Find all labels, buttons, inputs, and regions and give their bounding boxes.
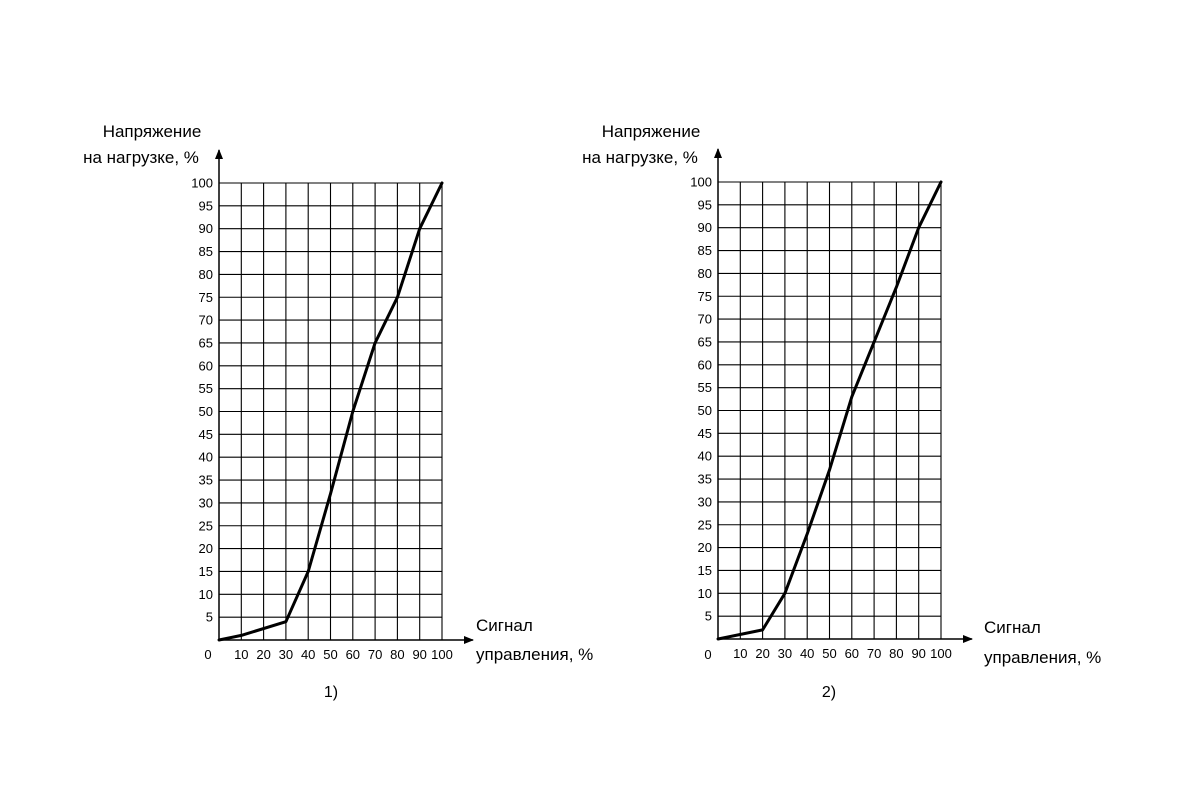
chart-2-y-tick-label: 45	[698, 426, 712, 441]
chart-2-y-tick-label: 100	[690, 175, 712, 190]
chart-1-grid	[219, 182, 443, 640]
chart-1-y-tick-label: 80	[199, 267, 213, 282]
chart-1-x-tick-label: 90	[412, 647, 426, 662]
chart-2-x-tick-label: 10	[733, 646, 747, 661]
chart-2-x-tick-label: 20	[755, 646, 769, 661]
chart-1-y-tick-label: 10	[199, 587, 213, 602]
chart-1-y-tick-label: 30	[199, 495, 213, 510]
chart-1-x-tick-label: 60	[346, 647, 360, 662]
chart-1-y-tick-label: 35	[199, 473, 213, 488]
chart-1-y-tick-label: 65	[199, 335, 213, 350]
chart-2-y-tick-label: 5	[705, 609, 712, 624]
chart-2-y-tick-label: 90	[698, 220, 712, 235]
chart-1: 10 20 30 40 50 60 70 80 90 100 5 10 15 20 25 30 35 40 45 50…	[83, 122, 593, 701]
chart-1-series-line	[217, 181, 444, 642]
chart-2-origin-label: 0	[704, 647, 711, 662]
chart-2-y-tick-label: 50	[698, 403, 712, 418]
chart-2-caption: 2)	[822, 684, 836, 701]
chart-1-y-tick-label: 70	[199, 313, 213, 328]
chart-2-ticks: 10 20 30 40 50 60 70 80 90 100 5 10 15 20 25 30 35 40 45 50…	[690, 175, 952, 662]
chart-2-y-tick-label: 95	[698, 197, 712, 212]
chart-1-y-tick-label: 75	[199, 290, 213, 305]
chart-2-axes	[714, 148, 973, 643]
chart-2-xlabel-line-1: Сигнал	[984, 618, 1041, 637]
chart-2-x-tick-label: 50	[822, 646, 836, 661]
chart-2-x-tick-label: 70	[867, 646, 881, 661]
chart-1-y-tick-label: 90	[199, 221, 213, 236]
chart-2-series	[716, 180, 943, 641]
chart-1-y-tick-label: 5	[206, 610, 213, 625]
chart-2-x-tick-label: 40	[800, 646, 814, 661]
chart-1-y-tick-label: 100	[191, 176, 213, 191]
chart-1-ylabel-line-2: на нагрузке, %	[83, 148, 199, 167]
chart-2-y-tick-label: 15	[698, 563, 712, 578]
chart-2-y-tick-label: 55	[698, 380, 712, 395]
chart-1-xlabel-line-2: управления, %	[476, 645, 593, 664]
chart-2-ylabel-line-2: на нагрузке, %	[582, 148, 698, 167]
chart-2-x-tick-label: 100	[930, 646, 952, 661]
chart-2-y-tick-label: 75	[698, 289, 712, 304]
chart-1-x-tick-label: 10	[234, 647, 248, 662]
chart-1-x-tick-label: 80	[390, 647, 404, 662]
chart-2-y-tick-label: 30	[698, 494, 712, 509]
chart-1-y-tick-label: 20	[199, 541, 213, 556]
chart-2-x-tick-label: 60	[845, 646, 859, 661]
chart-1-x-tick-label: 50	[323, 647, 337, 662]
chart-1-x-tick-label: 100	[431, 647, 453, 662]
chart-2-y-tick-label: 25	[698, 517, 712, 532]
chart-2-y-tick-label: 60	[698, 357, 712, 372]
chart-2-series-line	[716, 180, 943, 641]
chart-2-grid	[718, 181, 942, 639]
chart-2-y-tick-label: 65	[698, 334, 712, 349]
chart-2-y-tick-label: 85	[698, 243, 712, 258]
chart-1-y-tick-label: 95	[199, 198, 213, 213]
chart-2-x-tick-label: 30	[778, 646, 792, 661]
chart-1-origin-label: 0	[204, 647, 211, 662]
chart-1-x-tick-label: 30	[279, 647, 293, 662]
chart-1-y-tick-label: 60	[199, 358, 213, 373]
chart-2-x-tick-label: 90	[911, 646, 925, 661]
chart-2-x-tick-label: 80	[889, 646, 903, 661]
chart-1-y-tick-label: 15	[199, 564, 213, 579]
chart-2-y-tick-label: 40	[698, 449, 712, 464]
chart-1-series	[217, 181, 444, 642]
chart-1-caption: 1)	[324, 684, 338, 701]
chart-1-y-tick-label: 85	[199, 244, 213, 259]
chart-2-y-tick-label: 80	[698, 266, 712, 281]
chart-2-xlabel-line-2: управления, %	[984, 648, 1101, 667]
chart-1-ticks: 10 20 30 40 50 60 70 80 90 100 5 10 15 20 25 30 35 40 45 50…	[191, 176, 453, 663]
chart-1-y-tick-label: 55	[199, 381, 213, 396]
chart-1-x-tick-label: 70	[368, 647, 382, 662]
chart-2-ylabel-line-1: Напряжение	[602, 122, 701, 141]
chart-2-y-tick-label: 20	[698, 540, 712, 555]
chart-1-y-tick-label: 45	[199, 427, 213, 442]
chart-1-y-tick-label: 25	[199, 518, 213, 533]
chart-2-y-tick-label: 70	[698, 312, 712, 327]
chart-2-y-tick-label: 10	[698, 586, 712, 601]
chart-1-x-tick-label: 40	[301, 647, 315, 662]
chart-1-x-tick-label: 20	[256, 647, 270, 662]
chart-1-xlabel-line-1: Сигнал	[476, 616, 533, 635]
chart-1-y-tick-label: 40	[199, 450, 213, 465]
chart-1-ylabel-line-1: Напряжение	[103, 122, 202, 141]
chart-2: 10 20 30 40 50 60 70 80 90 100 5 10 15 20 25 30 35 40 45 50…	[582, 122, 1101, 701]
chart-1-y-tick-label: 50	[199, 404, 213, 419]
chart-2-y-tick-label: 35	[698, 472, 712, 487]
chart-1-axes	[215, 149, 474, 644]
